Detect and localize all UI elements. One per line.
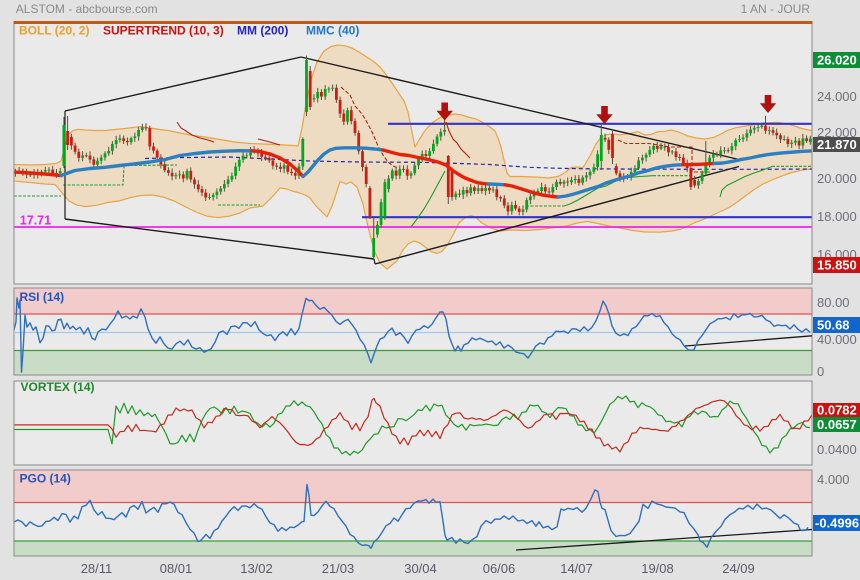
svg-text:MMC (40): MMC (40) (306, 24, 359, 38)
svg-text:0: 0 (817, 364, 824, 379)
svg-text:21.870: 21.870 (817, 137, 857, 152)
svg-text:4.000: 4.000 (817, 472, 850, 487)
svg-text:06/06: 06/06 (483, 561, 516, 576)
svg-text:21/03: 21/03 (322, 561, 355, 576)
svg-text:80.00: 80.00 (817, 295, 850, 310)
svg-text:20.000: 20.000 (817, 171, 857, 186)
svg-text:1 AN - JOUR: 1 AN - JOUR (741, 2, 811, 16)
svg-text:15.850: 15.850 (817, 258, 857, 273)
svg-text:17.71: 17.71 (20, 214, 51, 228)
svg-text:-0.4996: -0.4996 (815, 516, 859, 531)
svg-text:VORTEX (14): VORTEX (14) (21, 380, 95, 394)
svg-text:19/08: 19/08 (641, 561, 674, 576)
svg-text:0.0400: 0.0400 (817, 442, 857, 457)
svg-text:BOLL (20, 2): BOLL (20, 2) (19, 24, 89, 38)
svg-text:0.0782: 0.0782 (817, 403, 857, 418)
svg-text:22.000: 22.000 (817, 125, 857, 140)
svg-text:0.0657: 0.0657 (817, 417, 857, 432)
svg-text:RSI (14): RSI (14) (20, 290, 65, 304)
svg-text:18.000: 18.000 (817, 209, 857, 224)
svg-text:28/11: 28/11 (81, 561, 113, 576)
svg-text:ALSTOM - abcbourse.com: ALSTOM - abcbourse.com (16, 2, 158, 16)
svg-text:SUPERTREND (10, 3): SUPERTREND (10, 3) (103, 24, 224, 38)
svg-text:26.020: 26.020 (817, 53, 857, 68)
svg-text:08/01: 08/01 (160, 561, 193, 576)
svg-text:14/07: 14/07 (560, 561, 593, 576)
svg-text:30/04: 30/04 (404, 561, 437, 576)
svg-text:MM (200): MM (200) (237, 24, 288, 38)
svg-text:13/02: 13/02 (240, 561, 273, 576)
svg-text:PGO (14): PGO (14) (20, 472, 71, 486)
svg-text:50.68: 50.68 (817, 318, 850, 333)
svg-text:40.000: 40.000 (817, 332, 857, 347)
svg-text:24.000: 24.000 (817, 89, 857, 104)
svg-text:24/09: 24/09 (722, 561, 755, 576)
